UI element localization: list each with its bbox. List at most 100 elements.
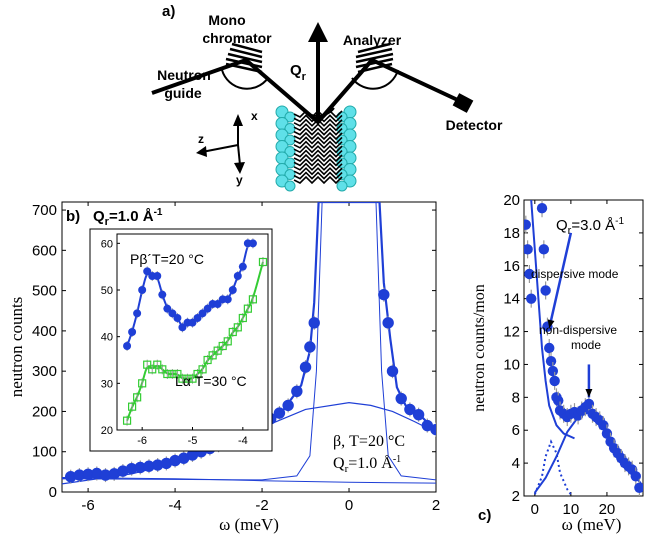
analyzer-icon [355, 42, 394, 74]
data-point [308, 317, 320, 329]
fit-nondispersive-line [533, 410, 643, 494]
annotation-nondispersive-1: non-dispersive [539, 323, 617, 337]
data-point [128, 328, 137, 336]
y-axis-label: neutron counts [7, 297, 26, 398]
data-point [188, 374, 197, 383]
inset-y-tick-label: 40 [101, 332, 113, 344]
data-point [193, 369, 202, 379]
data-point [273, 407, 286, 419]
detector-icon [452, 93, 474, 113]
lipid-tail [293, 109, 343, 119]
data-point [243, 304, 252, 313]
inset-y-tick-label: 60 [101, 238, 113, 250]
lipid-tail [293, 158, 343, 167]
data-point [122, 416, 132, 425]
data-point [430, 423, 436, 436]
data-point [583, 398, 595, 410]
inset-y-tick-label: 30 [101, 378, 113, 390]
monochromator-icon [225, 42, 263, 74]
plot-area [524, 200, 643, 496]
lipid-head [284, 146, 296, 157]
data-point [218, 341, 227, 351]
y-tick-label: 500 [32, 283, 57, 300]
analyzer-label: Analyzer [343, 32, 402, 48]
data-point [540, 285, 551, 296]
annotation-q: Qr=1.0 Å-1 [333, 454, 401, 475]
data-point [153, 360, 162, 369]
data-point [524, 268, 535, 280]
inset-y-tick-label: 20 [101, 425, 113, 437]
inset-x-tick-label: -6 [137, 435, 147, 447]
data-point [553, 395, 564, 406]
y-tick-label: 300 [32, 363, 57, 380]
data-point [168, 309, 177, 318]
lipid-head [284, 111, 296, 123]
data-point [193, 314, 202, 322]
y-tick-label: 400 [32, 323, 57, 340]
y-tick-label: 600 [32, 242, 57, 259]
data-point [382, 317, 394, 329]
y-tick-label: 200 [32, 403, 57, 420]
x-tick-label: 2 [432, 497, 440, 514]
lipid-head [336, 169, 348, 180]
fit-elastic-line [530, 200, 575, 440]
data-point [630, 471, 641, 482]
x-tick-label: 10 [563, 501, 580, 518]
lipid-tail [293, 145, 343, 154]
inset-x-tick-label: -5 [188, 435, 198, 447]
data-point [168, 369, 177, 379]
data-point [223, 295, 232, 304]
lipid-tail [293, 114, 343, 123]
data-point [233, 272, 242, 280]
y-tick-label: 700 [32, 202, 57, 219]
arrow-nondispersive-head [585, 389, 593, 398]
guide-label-2: guide [164, 85, 202, 101]
data-point [158, 365, 167, 374]
y-axis-label: neutron counts/mon [471, 284, 488, 412]
axis-y-label: y [236, 173, 243, 187]
data-point [213, 346, 222, 355]
y-tick-label: 0 [49, 484, 57, 501]
data-point [258, 257, 268, 267]
lipid-head [284, 134, 296, 146]
q-label: Qr [290, 62, 307, 83]
inset-y-tick-label: 50 [101, 285, 113, 297]
lipid-tail [293, 167, 343, 176]
data-point [238, 262, 247, 271]
y-tick-label: 4 [512, 455, 520, 472]
detector-label: Detector [446, 117, 503, 133]
panel-a-label: a) [162, 3, 175, 20]
data-point [143, 267, 152, 276]
mono-label-1: Mono [208, 12, 245, 28]
data-point [128, 402, 137, 411]
lipid-tail [293, 136, 343, 145]
data-point [138, 379, 147, 388]
inset-x-tick-label: -4 [238, 435, 248, 447]
lipid-tail [293, 149, 343, 158]
plot-frame [61, 201, 437, 493]
lipid-head [284, 169, 296, 180]
data-point [158, 290, 167, 299]
x-axis-label: ω (meV) [562, 515, 622, 534]
y-tick-label: 10 [503, 356, 520, 373]
panel-b-label: b) [66, 208, 80, 225]
data-point [598, 420, 609, 431]
data-point [545, 355, 557, 367]
x-tick-label: -4 [168, 497, 181, 514]
y-tick-label: 20 [503, 192, 520, 209]
data-point [143, 360, 152, 369]
data-point [538, 244, 550, 255]
data-point [601, 428, 613, 439]
data-point [148, 365, 157, 374]
x-tick-label: -6 [81, 497, 94, 514]
label-l-alpha: Lα T=30 °C [175, 373, 247, 389]
data-point [188, 318, 197, 327]
data-point [524, 244, 533, 255]
data-point [526, 293, 537, 304]
lipid-tail [293, 153, 343, 163]
lipid-tail [293, 162, 343, 171]
fit-baseline [62, 477, 436, 484]
coordinate-axes [196, 114, 245, 174]
data-point [395, 392, 407, 405]
